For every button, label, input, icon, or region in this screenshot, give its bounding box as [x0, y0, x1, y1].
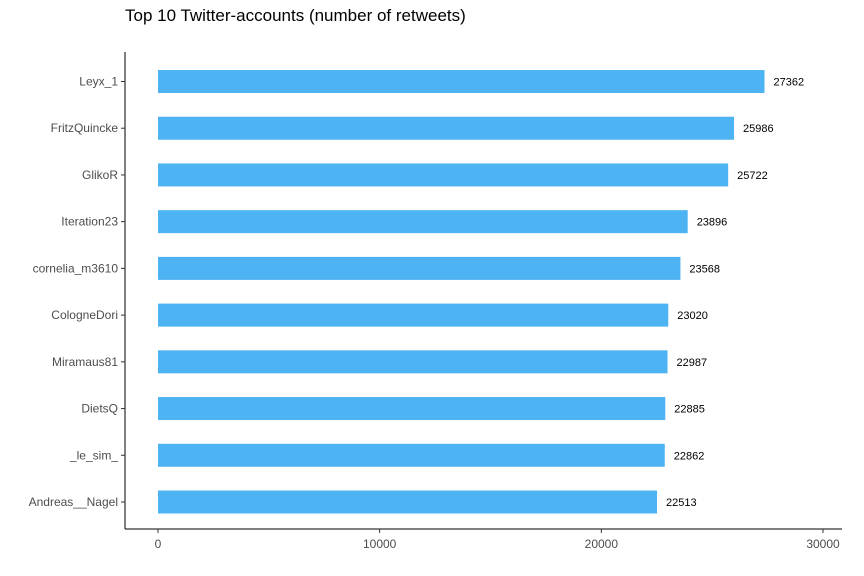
category-label: CologneDori [51, 308, 118, 322]
chart-title: Top 10 Twitter-accounts (number of retwe… [125, 6, 466, 25]
category-label: FritzQuincke [51, 121, 119, 135]
bar [158, 163, 729, 187]
bars-group [158, 70, 765, 514]
data-label: 22513 [666, 497, 697, 509]
x-tick-label: 20000 [585, 537, 619, 551]
data-label: 22987 [677, 357, 708, 369]
bar [158, 443, 665, 467]
data-label: 25722 [737, 170, 768, 182]
bar [158, 70, 765, 93]
category-label: GlikoR [82, 168, 118, 182]
category-label: Andreas__Nagel [29, 495, 118, 509]
data-label: 22862 [674, 450, 705, 462]
bar [158, 397, 666, 421]
data-label: 27362 [774, 77, 805, 89]
category-label: Leyx_1 [79, 75, 118, 89]
bar [158, 210, 688, 234]
data-label: 25986 [743, 123, 774, 135]
data-label: 22885 [674, 404, 705, 416]
category-label: _le_sim_ [69, 448, 118, 462]
labels-group: Leyx_1 27362 FritzQuincke 25986 GlikoR 25722 I… [29, 75, 840, 552]
x-tick-label: 10000 [363, 537, 397, 551]
category-label: cornelia_m3610 [33, 261, 119, 275]
x-tick-label: 30000 [806, 537, 840, 551]
bar [158, 116, 735, 140]
bar [158, 303, 669, 327]
bar [158, 350, 668, 374]
bar [158, 490, 658, 514]
category-label: Miramaus81 [52, 355, 118, 369]
category-label: Iteration23 [61, 215, 118, 229]
data-label: 23020 [677, 310, 708, 322]
x-tick-label: 0 [155, 537, 162, 551]
data-label: 23568 [689, 263, 720, 275]
category-label: DietsQ [81, 402, 118, 416]
axes-group [121, 52, 842, 533]
bar [158, 256, 681, 280]
data-label: 23896 [697, 217, 728, 229]
